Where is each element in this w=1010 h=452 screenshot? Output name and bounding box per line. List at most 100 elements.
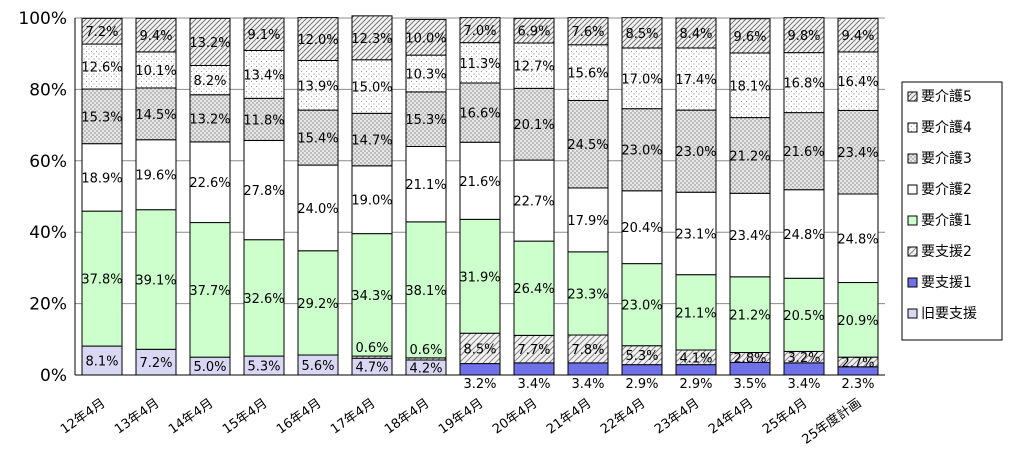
bar-segment	[81, 17, 123, 45]
x-tick-label: 12年4月	[58, 396, 108, 437]
data-label: 7.2%	[139, 356, 172, 371]
data-label: 17.0%	[621, 72, 662, 87]
data-label: 10.3%	[405, 68, 446, 83]
legend-swatch	[907, 215, 918, 226]
bar-segment	[567, 17, 609, 46]
bar-segment	[243, 49, 285, 99]
bar-segment	[513, 334, 555, 364]
data-label: 15.3%	[405, 113, 446, 128]
bar-segment	[621, 364, 663, 376]
legend-swatch	[907, 184, 918, 195]
bar-segment	[297, 250, 339, 356]
bar-segment	[459, 218, 501, 334]
data-label: 2.7%	[841, 356, 874, 371]
bar-segment	[189, 64, 231, 96]
legend: 要介護5 要介護4 要介護3 要介護2 要介護1 要支援2 要支援1 旧要支援	[901, 81, 1003, 341]
bar-segment	[135, 348, 177, 376]
bar-segment	[351, 59, 393, 114]
data-label: 3.2%	[463, 377, 496, 392]
data-label: 17.4%	[675, 73, 716, 88]
x-tick-label: 19年4月	[436, 396, 486, 437]
data-label: 21.2%	[729, 149, 770, 164]
data-label: 23.0%	[621, 144, 662, 159]
x-tick-label: 17年4月	[328, 396, 378, 437]
x-tick-label: 23年4月	[652, 396, 702, 437]
data-label: 18.9%	[81, 171, 122, 186]
data-label: 39.1%	[135, 274, 176, 289]
data-label: 23.0%	[621, 299, 662, 314]
legend-label: 要介護4	[921, 120, 972, 136]
bar-segment	[135, 51, 177, 89]
bar-segment	[567, 187, 609, 253]
data-label: 5.3%	[247, 360, 280, 375]
legend-swatch	[907, 91, 918, 102]
legend-swatch	[907, 277, 918, 288]
data-label: 9.4%	[139, 29, 172, 44]
data-label: 21.6%	[459, 175, 500, 190]
data-label: 16.6%	[459, 107, 500, 122]
data-label: 24.0%	[297, 202, 338, 217]
data-label: 16.4%	[837, 75, 878, 90]
data-label: 4.7%	[355, 361, 388, 376]
data-label: 12.3%	[351, 32, 392, 47]
legend-swatch	[907, 122, 918, 133]
bar-segment	[621, 17, 663, 49]
bar-segment	[459, 17, 501, 44]
x-tick-label: 21年4月	[544, 396, 594, 437]
bar-segment	[243, 139, 285, 241]
data-label: 2.3%	[841, 377, 874, 392]
legend-label: 要介護1	[921, 213, 972, 229]
data-label: 7.0%	[463, 24, 496, 39]
legend-box	[901, 81, 1003, 341]
data-label: 20.4%	[621, 221, 662, 236]
data-label: 7.2%	[85, 25, 118, 40]
data-label: 3.4%	[517, 377, 550, 392]
bar-segment	[243, 17, 285, 51]
data-label: 12.6%	[81, 61, 122, 76]
x-tick-label: 18年4月	[382, 396, 432, 437]
data-label: 9.1%	[247, 28, 280, 43]
data-label: 8.2%	[193, 74, 226, 89]
bar-segment	[297, 17, 339, 61]
data-label: 38.1%	[405, 284, 446, 299]
data-label: 18.1%	[729, 79, 770, 94]
data-label: 7.6%	[571, 25, 604, 40]
bar-segment	[783, 17, 825, 54]
bar-segment	[81, 210, 123, 347]
data-label: 24.8%	[837, 232, 878, 247]
data-label: 22.6%	[189, 176, 230, 191]
data-label: 6.9%	[517, 25, 550, 40]
data-label: 24.5%	[567, 138, 608, 153]
data-label: 3.5%	[733, 377, 766, 392]
y-tick-label: 0%	[40, 366, 67, 386]
data-label: 5.0%	[193, 360, 226, 375]
bar-segment	[351, 112, 393, 167]
data-label: 21.1%	[675, 306, 716, 321]
data-label: 23.0%	[675, 145, 716, 160]
legend-swatch	[907, 153, 918, 164]
data-label: 2.9%	[679, 377, 712, 392]
bar-segment	[81, 143, 123, 212]
data-label: 13.4%	[243, 68, 284, 83]
x-tick-label: 25年4月	[760, 396, 810, 437]
x-tick-label: 13年4月	[112, 396, 162, 437]
data-label: 37.8%	[81, 273, 122, 288]
x-tick-label: 20年4月	[490, 396, 540, 437]
data-label: 15.0%	[351, 81, 392, 96]
x-tick-label: 15年4月	[220, 396, 270, 437]
data-label: 22.7%	[513, 195, 554, 210]
legend-label: 要介護2	[921, 182, 972, 198]
data-label: 15.4%	[297, 132, 338, 147]
bar-segment	[621, 263, 663, 347]
bar-segment	[459, 363, 501, 376]
bar-segment	[135, 17, 177, 53]
bar-segment	[513, 17, 555, 44]
data-label: 15.3%	[81, 110, 122, 125]
data-label: 20.1%	[513, 118, 554, 133]
data-label: 23.4%	[729, 229, 770, 244]
bar-segment	[675, 274, 717, 351]
bar-segment	[783, 112, 825, 191]
bar-segment	[189, 94, 231, 143]
bar-segment	[567, 99, 609, 189]
legend-label: 要介護5	[921, 89, 972, 105]
